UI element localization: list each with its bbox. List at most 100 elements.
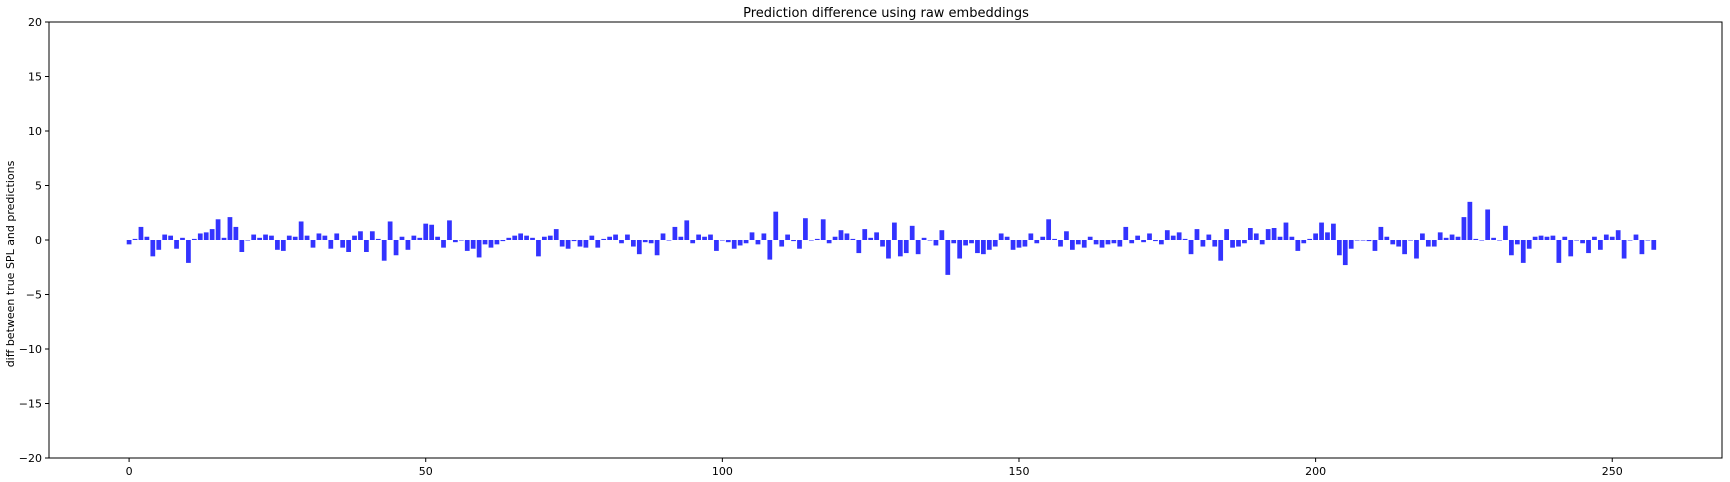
bar-94 <box>684 220 690 240</box>
bar-88 <box>648 240 654 244</box>
bar-47 <box>405 240 411 250</box>
bar-241 <box>1556 240 1562 263</box>
bar-225 <box>1461 217 1467 240</box>
bar-223 <box>1449 234 1455 240</box>
x-axis: 0 50 100 150 200 250 <box>126 458 1623 478</box>
bars-group <box>126 201 1657 275</box>
bar-24 <box>269 235 274 240</box>
bar-104 <box>743 240 749 244</box>
bar-6 <box>162 234 168 240</box>
bar-190 <box>1253 233 1259 240</box>
bar-45 <box>393 240 399 256</box>
bar-27 <box>286 235 292 240</box>
bar-244 <box>1574 240 1580 241</box>
bar-96 <box>696 234 701 240</box>
bar-21 <box>251 234 257 240</box>
bar-132 <box>909 225 915 240</box>
bar-218 <box>1420 233 1425 240</box>
plot-frame <box>48 21 1723 459</box>
bar-11 <box>191 238 197 240</box>
bar-208 <box>1360 240 1366 241</box>
bar-17 <box>227 217 233 240</box>
y-tick-label-15: 15 <box>28 71 42 84</box>
bar-116 <box>814 238 820 240</box>
bar-200 <box>1313 233 1318 240</box>
bar-166 <box>1111 240 1117 244</box>
bar-30 <box>304 235 310 240</box>
bar-40 <box>364 240 369 252</box>
bar-5 <box>156 240 162 250</box>
bar-149 <box>1010 240 1016 250</box>
bar-13 <box>203 232 209 240</box>
bar-33 <box>322 235 328 240</box>
bar-175 <box>1164 230 1170 240</box>
x-tick-label-150: 150 <box>1008 465 1029 478</box>
bar-145 <box>986 240 992 250</box>
bar-8 <box>174 240 179 249</box>
bar-178 <box>1182 238 1188 240</box>
bar-127 <box>880 240 885 247</box>
bar-216 <box>1408 240 1413 241</box>
bar-240 <box>1550 235 1556 240</box>
bar-90 <box>660 233 666 240</box>
bar-133 <box>915 240 921 255</box>
bar-130 <box>897 240 903 257</box>
bar-162 <box>1087 236 1093 240</box>
bar-191 <box>1259 240 1265 245</box>
bar-224 <box>1455 236 1461 240</box>
bar-159 <box>1070 240 1075 250</box>
bar-84 <box>625 234 630 240</box>
bar-28 <box>292 236 298 240</box>
bar-55 <box>453 240 458 243</box>
bar-247 <box>1592 236 1597 240</box>
bar-120 <box>838 230 844 240</box>
bar-36 <box>340 240 346 248</box>
bar-186 <box>1230 240 1235 248</box>
bar-98 <box>708 234 713 240</box>
bar-15 <box>215 219 221 240</box>
bar-16 <box>221 237 227 240</box>
bar-126 <box>874 232 879 240</box>
bar-101 <box>725 240 731 243</box>
bar-129 <box>892 222 897 240</box>
x-tick-label-100: 100 <box>712 465 733 478</box>
bar-35 <box>334 233 340 240</box>
bar-199 <box>1307 238 1313 240</box>
bar-151 <box>1022 240 1028 247</box>
bar-198 <box>1301 240 1307 244</box>
bar-189 <box>1247 228 1253 240</box>
bar-213 <box>1390 240 1396 245</box>
bar-9 <box>180 237 185 240</box>
bar-53 <box>441 240 446 248</box>
bar-192 <box>1265 229 1271 240</box>
bar-83 <box>619 240 624 244</box>
bar-68 <box>530 237 535 240</box>
bar-256 <box>1645 240 1651 241</box>
bar-51 <box>429 224 435 240</box>
y-tick-label-0: 0 <box>35 234 42 247</box>
bar-134 <box>921 237 927 240</box>
bar-63 <box>500 240 506 242</box>
bar-95 <box>690 240 696 244</box>
bar-156 <box>1052 238 1057 240</box>
bar-113 <box>797 240 802 249</box>
bar-202 <box>1325 232 1330 240</box>
bar-103 <box>737 240 743 246</box>
bar-115 <box>808 240 814 241</box>
bar-142 <box>969 240 974 244</box>
bar-59 <box>476 240 482 258</box>
bar-171 <box>1141 240 1146 243</box>
bar-122 <box>850 238 856 240</box>
bar-245 <box>1580 240 1585 244</box>
bar-128 <box>886 240 891 259</box>
bar-229 <box>1485 209 1491 240</box>
bar-10 <box>186 240 191 263</box>
bar-197 <box>1295 240 1301 251</box>
bar-100 <box>719 240 725 241</box>
bar-67 <box>524 235 529 240</box>
x-tick-label-200: 200 <box>1305 465 1326 478</box>
bar-50 <box>423 223 429 240</box>
bar-54 <box>447 220 452 240</box>
bar-196 <box>1289 236 1295 240</box>
bar-57 <box>464 240 470 251</box>
